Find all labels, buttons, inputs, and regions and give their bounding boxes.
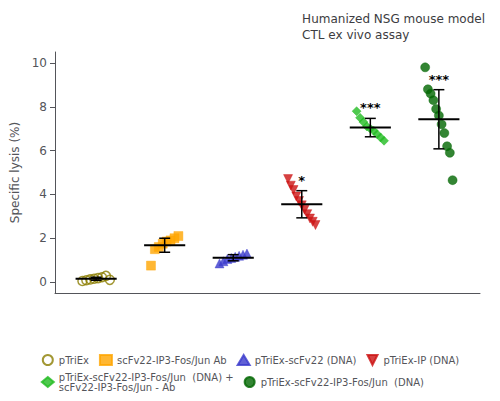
- svg-text:pTriEx-scFv22 (DNA): pTriEx-scFv22 (DNA): [255, 355, 357, 366]
- svg-text:scFv22-IP3-Fos/Jun Ab: scFv22-IP3-Fos/Jun Ab: [117, 355, 227, 366]
- svg-text:2: 2: [39, 231, 47, 245]
- svg-text:*: *: [298, 173, 305, 188]
- svg-text:0: 0: [39, 275, 47, 289]
- svg-text:Specific lysis (%): Specific lysis (%): [8, 122, 22, 223]
- svg-text:Humanized NSG mouse model: Humanized NSG mouse model: [302, 12, 485, 26]
- svg-text:10: 10: [32, 56, 47, 70]
- svg-text:8: 8: [39, 100, 47, 114]
- svg-text:CTL ex vivo assay: CTL ex vivo assay: [302, 28, 409, 42]
- svg-text:pTriEx-IP (DNA): pTriEx-IP (DNA): [383, 355, 459, 366]
- svg-text:4: 4: [39, 187, 47, 201]
- svg-text:pTriEx-scFv22-IP3-Fos/Jun (DN: pTriEx-scFv22-IP3-Fos/Jun (DNA): [261, 377, 424, 388]
- svg-text:scFv22-IP3-Fos/Jun - Ab: scFv22-IP3-Fos/Jun - Ab: [59, 382, 176, 393]
- svg-text:6: 6: [39, 144, 47, 158]
- svg-text:***: ***: [360, 100, 381, 115]
- svg-text:pTriEx: pTriEx: [59, 355, 89, 366]
- svg-text:pTriEx-scFv22-IP3-Fos/Jun (DNA: pTriEx-scFv22-IP3-Fos/Jun (DNA) +: [58, 371, 234, 383]
- svg-text:***: ***: [429, 72, 450, 87]
